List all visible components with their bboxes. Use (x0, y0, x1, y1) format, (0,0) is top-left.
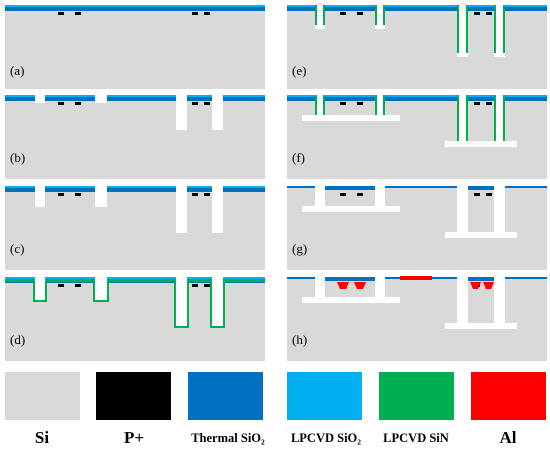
legend-label: Thermal SiO₂ (191, 431, 265, 445)
panel-a: (a) (5, 5, 265, 89)
panel-label: (c) (10, 241, 24, 256)
legend-label: LPCVD SiO₂ (291, 431, 361, 445)
panel-h: (h) (287, 276, 547, 361)
panel-f: (f) (287, 95, 547, 179)
swatch-p (96, 372, 171, 420)
swatch-nitride (379, 372, 454, 420)
panel-g: (g) (287, 186, 547, 270)
panel-label: (e) (292, 63, 306, 78)
swatch-al (471, 372, 546, 420)
legend-label: LPCVD SiN (383, 431, 449, 445)
swatch-thermal (188, 372, 263, 420)
panel-label: (h) (292, 332, 307, 347)
panel-b: (b) (5, 95, 265, 179)
legend-label: P+ (124, 428, 144, 447)
legend-label: Al (500, 428, 517, 447)
swatch-lpcvd-oxide (287, 372, 362, 420)
legend-label: Si (35, 428, 49, 447)
panel-label: (g) (292, 241, 307, 256)
panel-c: (c) (5, 186, 265, 270)
legend: Si P+ Thermal SiO₂ LPCVD SiO₂ LPCVD SiN … (5, 372, 546, 447)
panel-d: (d) (5, 277, 265, 361)
swatch-si (5, 372, 80, 420)
panel-label: (d) (10, 332, 25, 347)
panel-e: (e) (287, 5, 547, 89)
panel-label: (f) (292, 150, 305, 165)
panel-label: (a) (10, 63, 24, 78)
panel-label: (b) (10, 150, 25, 165)
